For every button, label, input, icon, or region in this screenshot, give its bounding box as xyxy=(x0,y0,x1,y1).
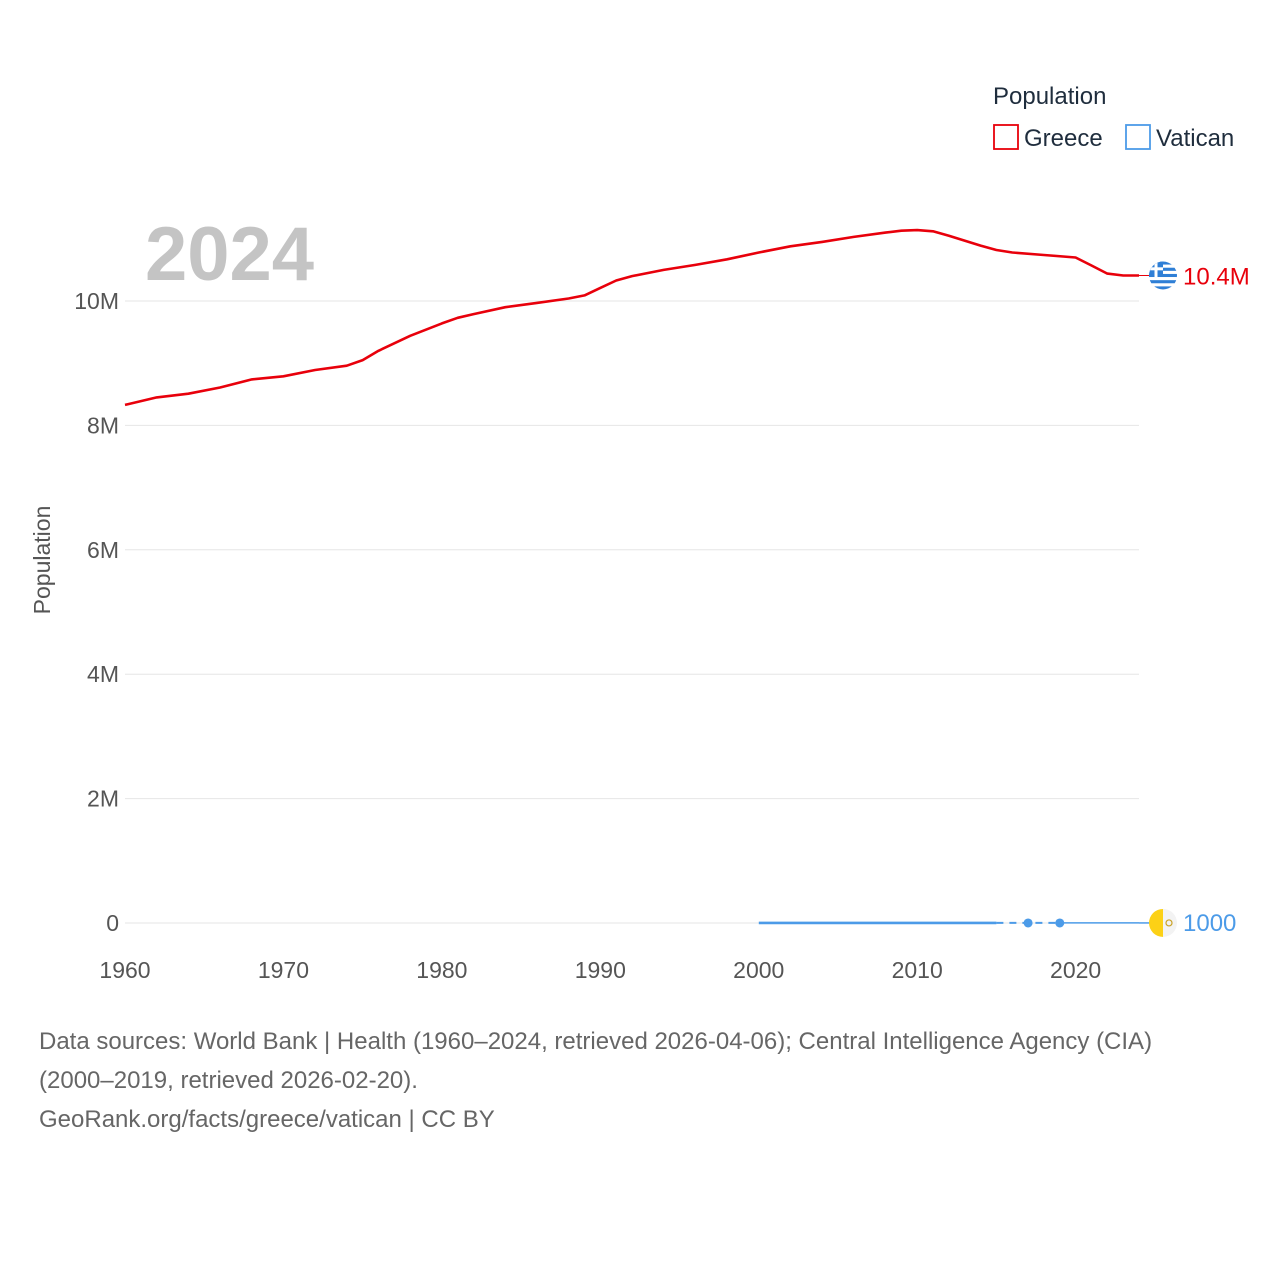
x-tick-label: 1980 xyxy=(416,957,467,983)
end-labels: 10.4M 1000 xyxy=(1139,261,1250,937)
vatican-end-label: 1000 xyxy=(1183,910,1236,937)
series-lines xyxy=(124,228,1139,928)
data-sources-line-2: (2000–2019, retrieved 2026-02-20). xyxy=(39,1067,418,1094)
y-tick-label: 2M xyxy=(87,786,119,812)
legend-swatch xyxy=(993,124,1019,150)
x-tick-label: 2020 xyxy=(1050,957,1101,983)
year-watermark: 2024 xyxy=(145,212,314,297)
y-axis-label: Population xyxy=(29,506,55,615)
y-tick-label: 4M xyxy=(87,661,119,687)
legend-item-greece[interactable]: Greece xyxy=(993,124,1103,152)
greece-flag-icon xyxy=(1149,261,1177,290)
vatican-data-point[interactable] xyxy=(1023,918,1033,928)
population-chart: 0 2M 4M 6M 8M 10M 1960 1970 1980 1990 2000 2010 202… xyxy=(29,83,1250,983)
y-axis: 0 2M 4M 6M 8M 10M xyxy=(74,288,119,936)
legend-label: Greece xyxy=(1024,125,1103,152)
y-tick-label: 8M xyxy=(87,412,119,438)
data-sources-line-1: Data sources: World Bank | Health (1960–… xyxy=(39,1028,1153,1055)
legend-label: Vatican xyxy=(1156,125,1234,152)
y-tick-label: 10M xyxy=(74,288,119,314)
greece-end-label: 10.4M xyxy=(1183,263,1250,290)
footer: Data sources: World Bank | Health (1960–… xyxy=(39,1022,1259,1139)
y-tick-label: 6M xyxy=(87,537,119,563)
credit-link[interactable]: GeoRank.org/facts/greece/vatican | CC BY xyxy=(39,1106,495,1133)
series-line-greece[interactable] xyxy=(124,228,1139,407)
vatican-data-point[interactable] xyxy=(1055,918,1065,928)
legend-item-vatican[interactable]: Vatican xyxy=(1125,124,1234,152)
legend-title: Population xyxy=(993,83,1106,110)
y-tick-label: 0 xyxy=(106,910,119,936)
legend[interactable]: Population Greece Vatican xyxy=(993,83,1234,152)
legend-swatch xyxy=(1125,124,1151,150)
x-tick-label: 1990 xyxy=(575,957,626,983)
x-tick-label: 2010 xyxy=(892,957,943,983)
x-tick-label: 2000 xyxy=(733,957,784,983)
vatican-flag-icon xyxy=(1149,908,1177,937)
x-axis: 1960 1970 1980 1990 2000 2010 2020 xyxy=(99,957,1101,983)
x-tick-label: 1970 xyxy=(258,957,309,983)
x-tick-label: 1960 xyxy=(99,957,150,983)
grid xyxy=(125,300,1139,924)
